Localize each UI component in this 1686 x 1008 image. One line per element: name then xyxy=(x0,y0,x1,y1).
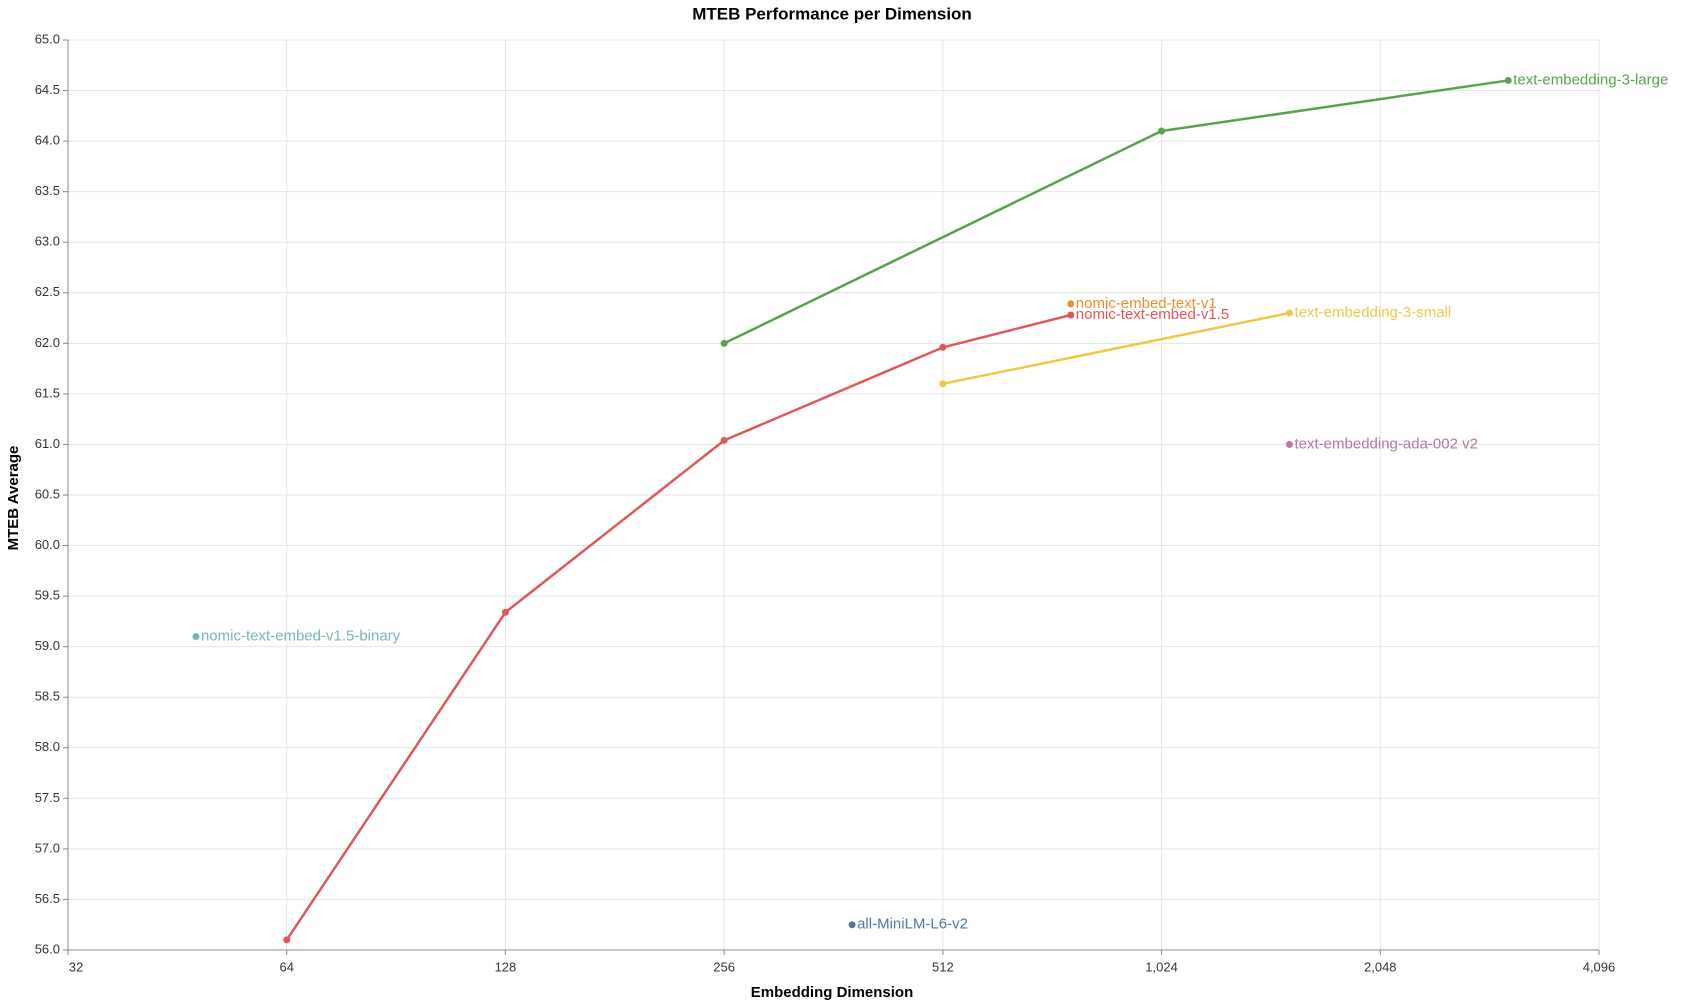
data-point xyxy=(501,608,509,616)
x-tick-label: 128 xyxy=(495,959,517,974)
data-point xyxy=(1504,76,1512,84)
y-tick-label: 59.0 xyxy=(35,638,60,653)
series-label: text-embedding-3-large xyxy=(1513,71,1668,88)
x-tick-label: 32 xyxy=(69,959,83,974)
y-tick-label: 64.5 xyxy=(35,82,60,97)
y-tick-label: 65.0 xyxy=(35,31,60,46)
y-tick-label: 62.5 xyxy=(35,284,60,299)
x-tick-label: 256 xyxy=(713,959,735,974)
y-tick-label: 57.0 xyxy=(35,840,60,855)
y-tick-label: 61.0 xyxy=(35,436,60,451)
data-point xyxy=(1158,127,1166,135)
data-point xyxy=(192,633,200,641)
y-axis-title: MTEB Average xyxy=(5,446,22,551)
series-label: nomic-text-embed-v1.5-binary xyxy=(201,628,401,645)
x-tick-label: 64 xyxy=(279,959,293,974)
series-label: text-embedding-ada-002 v2 xyxy=(1295,435,1478,452)
y-tick-label: 58.5 xyxy=(35,689,60,704)
y-tick-label: 63.0 xyxy=(35,234,60,249)
y-tick-label: 64.0 xyxy=(35,133,60,148)
series-label: text-embedding-3-small xyxy=(1295,304,1452,321)
y-tick-label: 56.0 xyxy=(35,941,60,956)
y-tick-label: 61.5 xyxy=(35,385,60,400)
x-tick-label: 2,048 xyxy=(1364,959,1397,974)
data-point xyxy=(939,380,947,388)
y-tick-label: 58.0 xyxy=(35,739,60,754)
y-tick-label: 57.5 xyxy=(35,790,60,805)
x-axis-title: Embedding Dimension xyxy=(751,984,914,1001)
series-line xyxy=(942,311,1290,386)
x-tick-label: 512 xyxy=(932,959,954,974)
x-tick-label: 1,024 xyxy=(1145,959,1178,974)
y-tick-label: 62.0 xyxy=(35,335,60,350)
data-point xyxy=(1286,440,1294,448)
series-label: all-MiniLM-L6-v2 xyxy=(857,916,968,933)
y-tick-label: 59.5 xyxy=(35,588,60,603)
x-tick-label: 4,096 xyxy=(1583,959,1616,974)
data-point xyxy=(283,936,291,944)
data-point xyxy=(1067,300,1075,308)
series-label: nomic-embed-text-v1 xyxy=(1076,295,1217,312)
y-tick-label: 60.5 xyxy=(35,486,60,501)
data-point xyxy=(720,339,728,347)
data-point xyxy=(720,436,728,444)
data-point xyxy=(1286,309,1294,317)
data-point xyxy=(939,343,947,351)
chart-title: MTEB Performance per Dimension xyxy=(692,4,972,23)
data-point xyxy=(848,921,856,929)
y-tick-label: 56.5 xyxy=(35,891,60,906)
y-tick-label: 63.5 xyxy=(35,183,60,198)
series-label: nomic-text-embed-v1.5 xyxy=(1076,306,1229,323)
series-line xyxy=(285,313,1072,941)
y-tick-label: 60.0 xyxy=(35,537,60,552)
data-point xyxy=(1067,311,1075,319)
